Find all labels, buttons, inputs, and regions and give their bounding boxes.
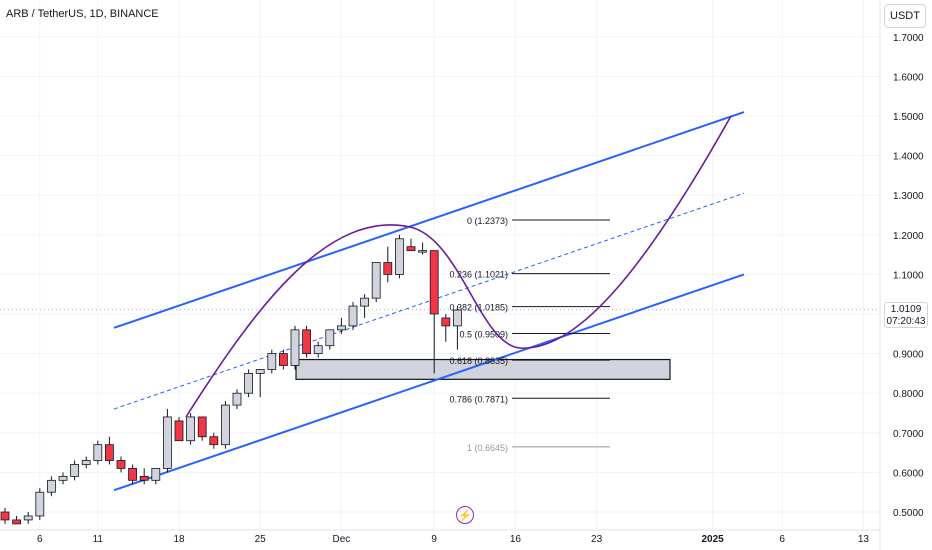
chart-title: ARB / TetherUS, 1D, BINANCE (6, 8, 159, 20)
candle-countdown: 07:20:43 (886, 316, 926, 327)
price-tick-label: 1.1000 (893, 270, 924, 281)
candle (197, 416, 207, 441)
trend-channel (113, 111, 745, 492)
price-tick-label: 1.6000 (893, 72, 924, 83)
candle (151, 468, 161, 485)
fib-level-label: 0.786 (0.7871) (449, 394, 508, 404)
price-tick-label: 1.7000 (893, 33, 924, 44)
current-price-value: 1.0109 (890, 304, 922, 315)
currency-unit-button[interactable]: USDT (884, 4, 926, 28)
candle (209, 432, 219, 449)
candle (429, 250, 439, 374)
flash-icon[interactable]: ⚡ (456, 506, 474, 524)
fib-level-label: 1 (0.6645) (467, 443, 508, 453)
candle (105, 436, 114, 465)
price-tick-label: 1.2000 (893, 231, 924, 242)
time-tick-label: 25 (255, 534, 267, 545)
candle (267, 349, 277, 374)
fib-level-label: 0 (1.2373) (467, 216, 508, 226)
price-tick-label: 1.3000 (893, 191, 924, 202)
chart-grid (0, 0, 880, 530)
time-tick-label: 9 (431, 534, 437, 545)
candle (406, 238, 416, 252)
candle (394, 234, 404, 279)
candle (348, 302, 358, 330)
candle (232, 389, 242, 410)
candle (336, 317, 346, 334)
fib-level-label: 0.236 (1.1021) (449, 270, 508, 280)
time-tick-label: 6 (37, 534, 43, 545)
candle (278, 349, 288, 370)
time-axis[interactable]: 6 11 18 25 Dec 9 16 23 2025 6 13 (0, 529, 880, 545)
current-price-label: 1.0109 07:20:43 (884, 302, 928, 328)
fibonacci-retracement: 0 (1.2373)0.236 (1.1021)0.382 (1.0185)0.… (449, 216, 610, 453)
price-tick-label: 1.4000 (893, 152, 924, 163)
candle (371, 262, 381, 303)
candle (255, 369, 265, 398)
projection-curve-path (185, 115, 732, 418)
time-tick-label: 6 (779, 534, 785, 545)
channel-upper-line (113, 111, 745, 329)
channel-lower-line (113, 273, 745, 492)
projection-curve (185, 115, 732, 418)
candle (35, 488, 45, 520)
candle (47, 476, 56, 497)
price-tick-label: 0.6000 (893, 468, 924, 479)
candle (441, 314, 451, 342)
candle (220, 401, 230, 449)
candle (418, 242, 428, 255)
channel-middle-line (113, 192, 745, 410)
fib-level-label: 0.5 (0.9509) (459, 329, 508, 339)
candle (116, 456, 126, 473)
candle (244, 369, 254, 398)
candle (452, 306, 462, 350)
candle (290, 325, 300, 370)
candle (313, 341, 323, 358)
price-tick-label: 0.8000 (893, 389, 924, 400)
candle (383, 246, 393, 283)
candle (93, 440, 103, 465)
candle (128, 464, 138, 485)
candle (0, 508, 10, 524)
price-tick-label: 1.5000 (893, 112, 924, 123)
price-tick-label: 0.9000 (893, 350, 924, 361)
time-tick-label: 11 (93, 534, 104, 545)
candle (360, 294, 370, 318)
time-tick-label: 18 (173, 534, 185, 545)
candle (12, 515, 22, 525)
candles (0, 234, 462, 525)
candle (139, 468, 149, 485)
support-zone (295, 358, 671, 380)
candle (58, 472, 68, 485)
support-zone-box (295, 358, 671, 380)
time-tick-label: 2025 (701, 534, 724, 545)
time-tick-label: 13 (858, 534, 870, 545)
fib-level-label: 0.618 (0.8835) (449, 356, 508, 366)
candle (162, 409, 172, 473)
candle (70, 460, 79, 481)
time-tick-label: 16 (510, 534, 522, 545)
candle (23, 512, 33, 524)
candle (174, 416, 184, 442)
price-axis[interactable]: 1.7000 1.6000 1.5000 1.4000 1.3000 1.2000 1.10… (879, 0, 932, 550)
price-tick-label: 0.7000 (893, 429, 924, 440)
time-tick-label: Dec (333, 534, 351, 545)
price-tick-label: 0.5000 (893, 508, 924, 519)
candle (302, 325, 312, 358)
time-tick-label: 23 (591, 534, 603, 545)
candle (186, 413, 196, 445)
candle (81, 456, 91, 469)
candle (325, 329, 335, 350)
